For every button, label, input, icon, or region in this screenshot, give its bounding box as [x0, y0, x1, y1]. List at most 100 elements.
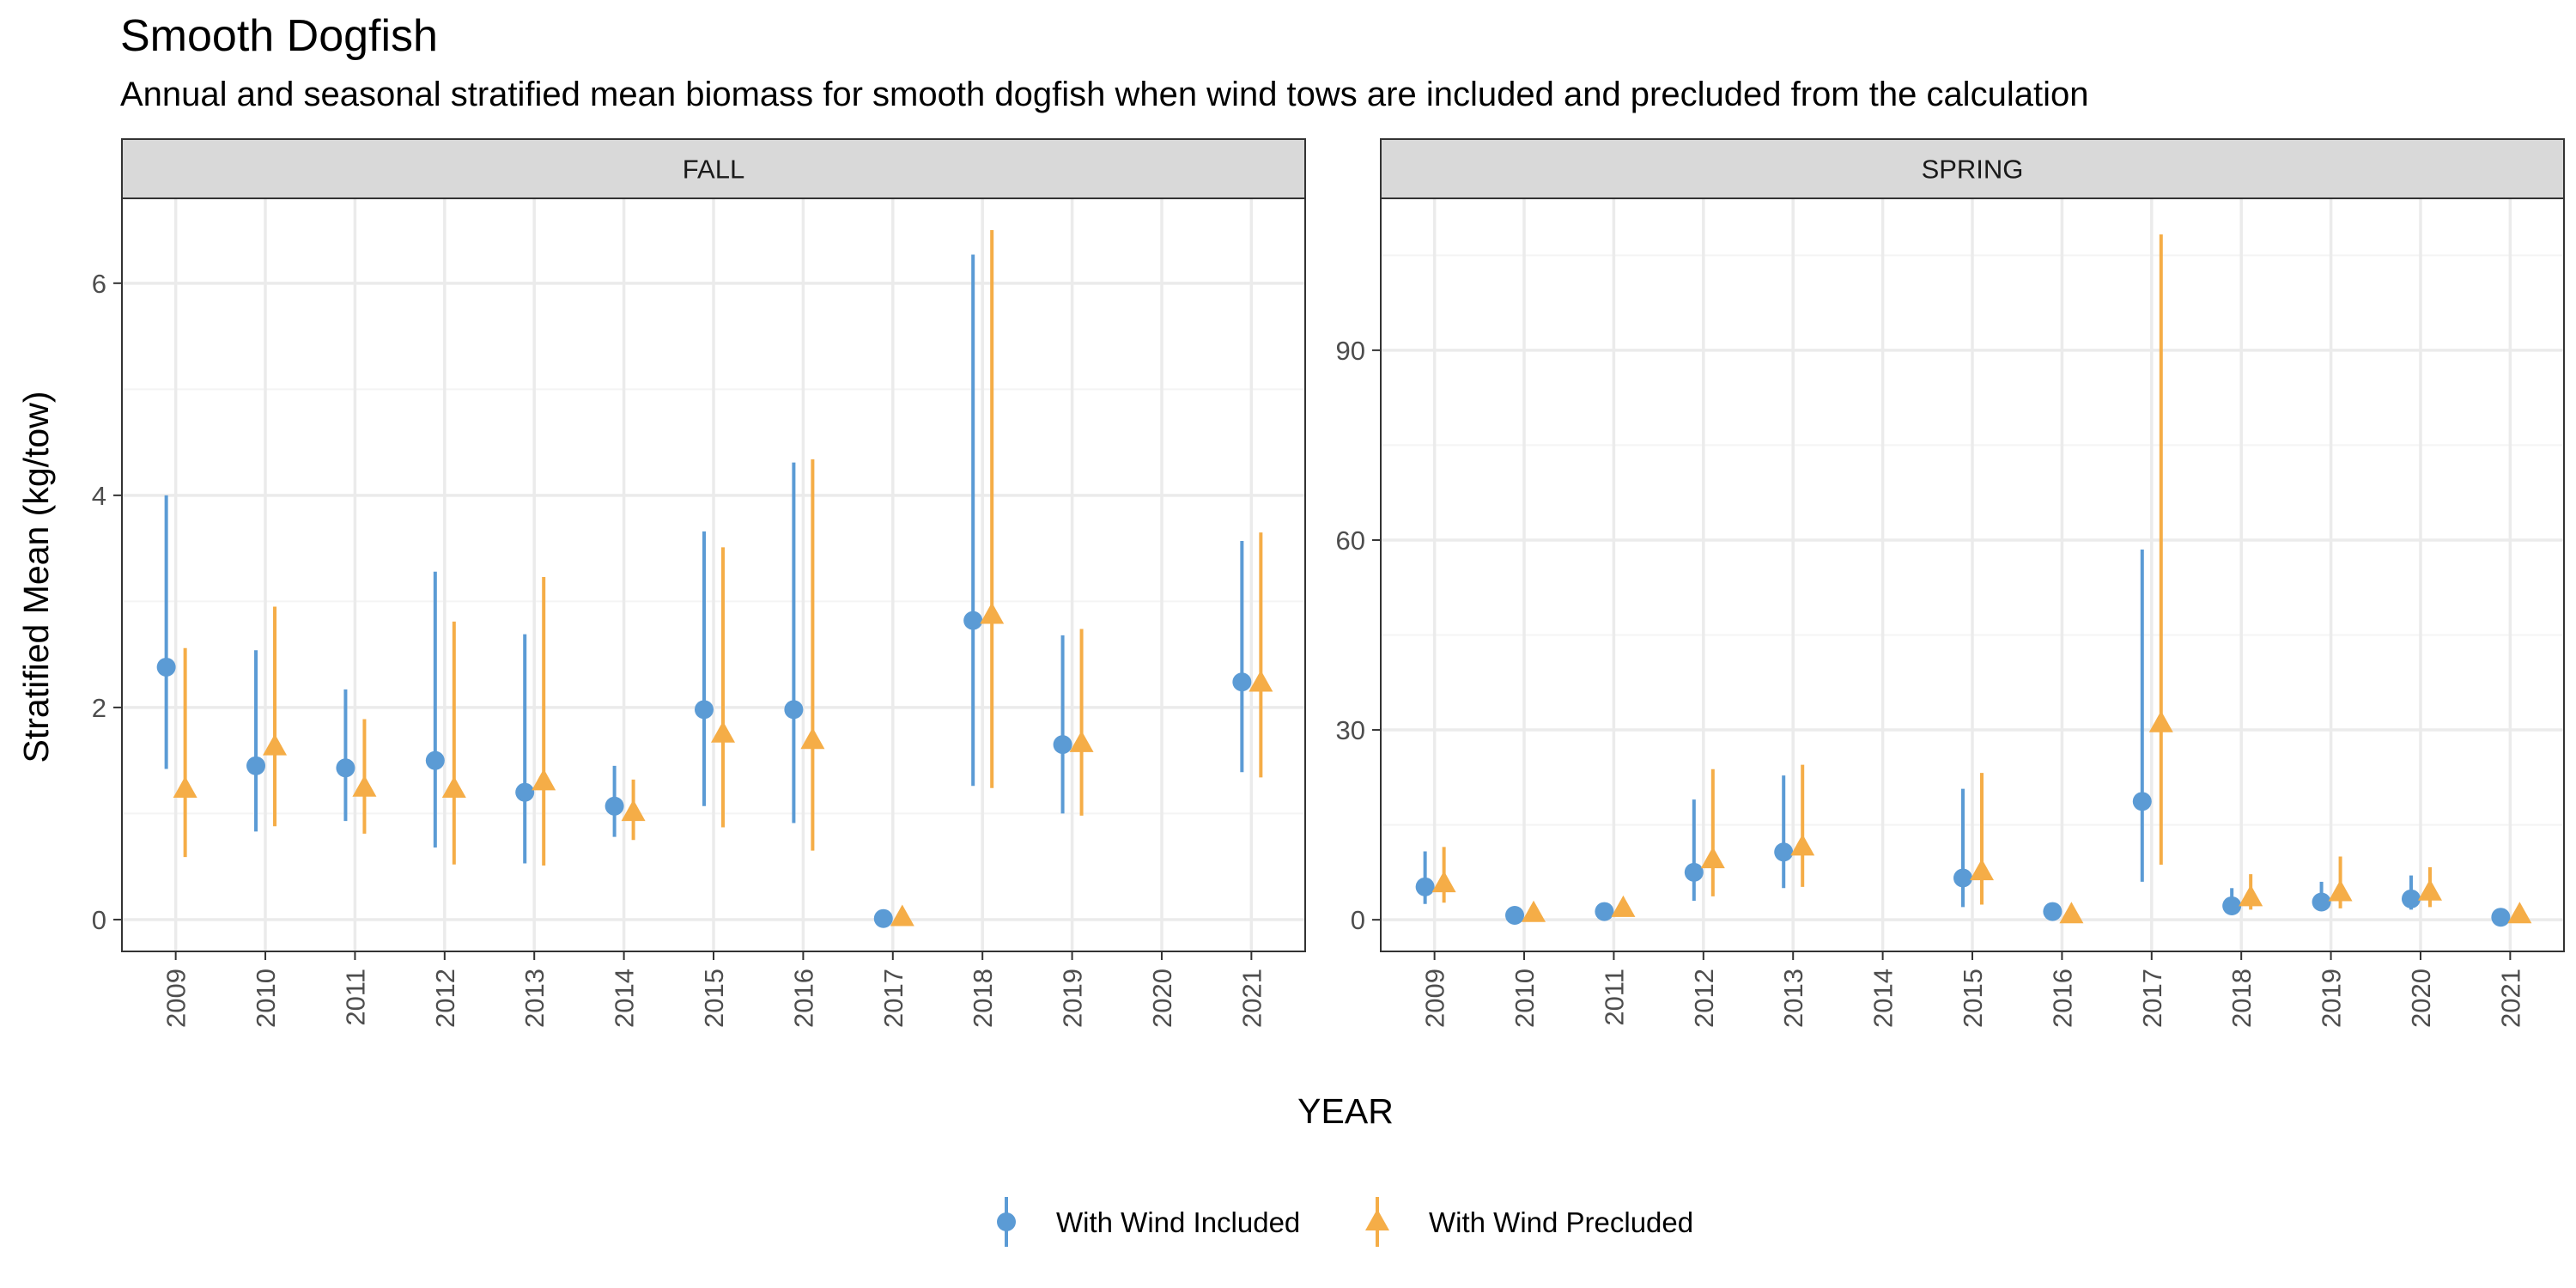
- data-point: [621, 799, 646, 822]
- legend-label: With Wind Included: [1056, 1206, 1300, 1238]
- data-point: [2059, 902, 2084, 924]
- facet-strip-label: FALL: [683, 155, 744, 185]
- facet-strip: [1380, 138, 2565, 199]
- x-tick-label: 2010: [1510, 969, 1540, 1028]
- x-tick-label: 2017: [878, 969, 908, 1028]
- x-axis-title: YEAR: [1297, 1091, 1394, 1131]
- data-point: [1774, 842, 1794, 862]
- x-tick-label: 2015: [1958, 969, 1988, 1028]
- y-tick-label: 0: [1351, 905, 1365, 935]
- data-point: [800, 727, 825, 750]
- y-tick-label: 6: [92, 269, 106, 299]
- data-point: [1595, 902, 1614, 921]
- data-point: [2043, 902, 2063, 921]
- data-point: [1700, 847, 1725, 869]
- x-tick-label: 2016: [788, 969, 818, 1028]
- data-point: [173, 776, 197, 799]
- facet-strip-label: SPRING: [1922, 155, 2024, 185]
- data-point: [2328, 879, 2353, 902]
- data-point: [2312, 892, 2331, 912]
- x-tick-label: 2009: [1420, 969, 1450, 1028]
- data-point: [441, 776, 466, 799]
- legend: With Wind Included With Wind Precluded: [997, 1197, 1693, 1247]
- data-point: [784, 700, 804, 720]
- data-point: [2132, 792, 2152, 811]
- data-point: [1522, 900, 1546, 922]
- legend-item-wind-precluded: With Wind Precluded: [1365, 1197, 1693, 1247]
- chart-subtitle: Annual and seasonal stratified mean biom…: [120, 76, 2089, 113]
- series-wind-included: [156, 254, 1252, 928]
- data-point: [1249, 670, 1273, 692]
- y-tick-label: 30: [1336, 715, 1365, 745]
- x-tick-label: 2018: [968, 969, 998, 1028]
- data-point: [695, 700, 714, 720]
- y-tick-label: 2: [92, 693, 106, 723]
- data-point: [2507, 902, 2532, 924]
- panel-border: [121, 197, 1306, 952]
- x-tick-label: 2017: [2137, 969, 2167, 1028]
- x-tick-label: 2019: [1058, 969, 1088, 1028]
- data-point: [532, 769, 556, 791]
- data-point: [156, 657, 176, 677]
- x-tick-label: 2019: [2317, 969, 2347, 1028]
- panel-border: [1380, 197, 2565, 952]
- data-point: [1970, 859, 1994, 881]
- data-point: [2239, 884, 2263, 907]
- x-tick-label: 2013: [1778, 969, 1808, 1028]
- chart-title: Smooth Dogfish: [120, 11, 438, 61]
- x-tick-label: 2011: [1599, 969, 1629, 1026]
- y-tick-label: 4: [92, 481, 106, 511]
- series-wind-included: [1415, 550, 2511, 927]
- data-point: [963, 611, 983, 630]
- data-point: [980, 602, 1005, 624]
- x-tick-label: 2021: [1236, 969, 1267, 1028]
- legend-key-marker: [1365, 1209, 1389, 1230]
- y-tick-label: 0: [92, 905, 106, 935]
- x-tick-label: 2014: [1868, 969, 1899, 1028]
- x-tick-label: 2021: [2495, 969, 2525, 1028]
- data-point: [2148, 710, 2173, 732]
- y-tick-label: 60: [1336, 526, 1365, 556]
- data-point: [352, 775, 377, 797]
- series-wind-precluded: [1431, 234, 2532, 924]
- x-tick-label: 2014: [610, 969, 640, 1028]
- x-tick-label: 2011: [340, 969, 370, 1026]
- data-point: [336, 758, 355, 778]
- facet-panel-spring: SPRING 0 30 60 90 2009 2010 2011 2012 2013 2014 201…: [1336, 138, 2565, 1028]
- x-tick-label: 2012: [1689, 969, 1719, 1028]
- data-point: [1684, 862, 1704, 882]
- x-tick-label: 2012: [430, 969, 460, 1028]
- data-point: [2491, 908, 2511, 927]
- x-tick-label: 2016: [2047, 969, 2077, 1028]
- data-point: [2417, 878, 2442, 901]
- data-point: [1953, 868, 1972, 888]
- data-point: [1069, 730, 1094, 752]
- data-point: [263, 733, 288, 756]
- data-point: [711, 720, 735, 743]
- data-point: [515, 782, 535, 802]
- data-point: [890, 904, 914, 927]
- y-axis-title: Stratified Mean (kg/tow): [16, 392, 56, 763]
- data-point: [2222, 896, 2242, 915]
- x-tick-label: 2020: [2406, 969, 2436, 1028]
- x-tick-label: 2018: [2227, 969, 2257, 1028]
- legend-item-wind-included: With Wind Included: [997, 1197, 1300, 1247]
- data-point: [1611, 895, 1636, 917]
- x-tick-label: 2013: [519, 969, 550, 1028]
- y-tick-label: 90: [1336, 336, 1365, 366]
- legend-label: With Wind Precluded: [1429, 1206, 1693, 1238]
- data-point: [1053, 735, 1072, 755]
- data-point: [873, 908, 893, 928]
- data-point: [1431, 871, 1456, 893]
- data-point: [2401, 889, 2421, 908]
- x-tick-label: 2010: [251, 969, 281, 1028]
- data-point: [1415, 877, 1435, 896]
- data-point: [1505, 905, 1525, 925]
- data-point: [605, 796, 624, 816]
- x-tick-label: 2009: [161, 969, 191, 1028]
- series-wind-precluded: [173, 230, 1273, 927]
- data-point: [425, 750, 445, 770]
- facet-panel-fall: FALL 0 2 4 6 2009 2010 2011 2012 2013 2014 2015 2016…: [92, 138, 1306, 1028]
- data-point: [1232, 672, 1252, 692]
